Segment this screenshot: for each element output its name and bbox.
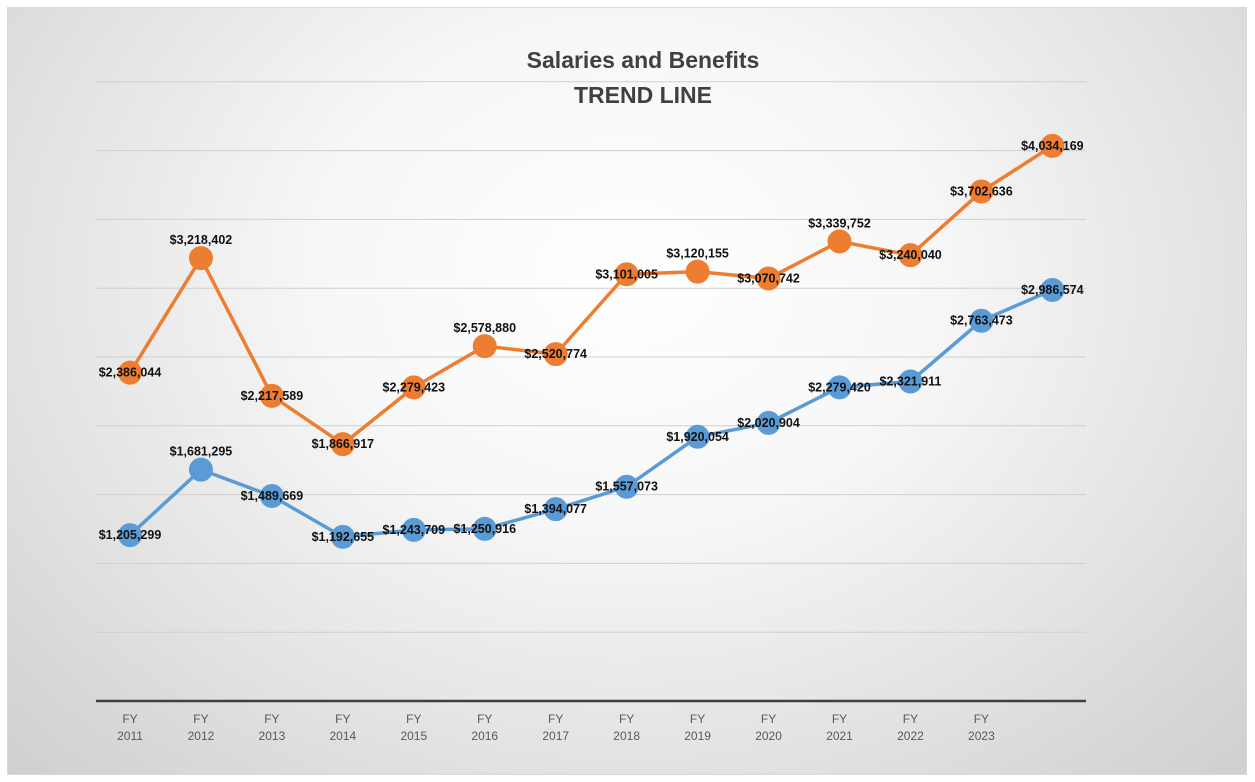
data-point — [472, 516, 497, 541]
data-point — [969, 308, 994, 333]
data-label: $1,489,669 — [241, 489, 304, 503]
x-tick-label: 2020 — [755, 729, 782, 743]
data-label: $1,192,655 — [312, 530, 375, 544]
data-point — [1040, 133, 1065, 158]
data-point — [969, 179, 994, 204]
data-point — [898, 243, 923, 268]
x-tick-label: FY — [122, 712, 137, 726]
data-label: $1,557,073 — [595, 480, 658, 494]
x-tick-label: 2012 — [188, 729, 215, 743]
data-point — [543, 497, 568, 522]
x-tick-label: FY — [335, 712, 350, 726]
data-labels: $2,386,044 $3,218,402 $2,217,589 $1,866,917… — [99, 139, 1084, 544]
x-tick-label: 2013 — [259, 729, 286, 743]
data-point — [1040, 278, 1065, 303]
data-point — [898, 369, 923, 394]
data-point — [472, 334, 497, 359]
data-label: $2,520,774 — [524, 347, 587, 361]
series-line — [128, 144, 1054, 446]
x-tick-label: FY — [903, 712, 918, 726]
x-tick-label: FY — [761, 712, 776, 726]
x-tick-label: FY — [477, 712, 492, 726]
data-label: $4,034,169 — [1021, 139, 1084, 153]
x-tick-label: FY — [619, 712, 634, 726]
data-point — [756, 410, 781, 435]
x-tick-label: FY — [974, 712, 989, 726]
data-label: $2,386,044 — [99, 366, 162, 380]
data-label: $2,578,880 — [453, 321, 516, 335]
data-point — [614, 262, 639, 287]
x-tick-label: 2018 — [613, 729, 640, 743]
chart-subtitle: TREND LINE — [574, 82, 712, 108]
data-label: $2,279,420 — [808, 380, 871, 394]
data-point — [330, 432, 355, 457]
x-tick-label: 2014 — [329, 729, 356, 743]
data-point — [827, 375, 852, 400]
data-label: $1,394,077 — [524, 502, 587, 516]
data-label: $3,070,742 — [737, 271, 800, 285]
series-1 — [118, 133, 1065, 457]
data-point — [259, 383, 284, 408]
data-label: $3,339,752 — [808, 216, 871, 230]
data-point — [685, 259, 710, 284]
data-label: $3,240,040 — [879, 248, 942, 262]
data-label: $3,101,005 — [595, 267, 658, 281]
data-label: $3,218,402 — [170, 233, 233, 247]
x-tick-label: FY — [832, 712, 847, 726]
data-label: $2,217,589 — [241, 389, 304, 403]
x-tick-label: 2019 — [684, 729, 711, 743]
x-tick-label: FY — [690, 712, 705, 726]
x-tick-label: 2023 — [968, 729, 995, 743]
series-2 — [118, 278, 1065, 549]
data-point — [118, 360, 142, 385]
x-tick-label: 2016 — [471, 729, 498, 743]
data-label: $1,920,054 — [666, 430, 729, 444]
data-point — [259, 484, 284, 509]
x-tick-label: 2015 — [400, 729, 427, 743]
data-label: $1,681,295 — [170, 445, 233, 459]
x-tick-label: 2021 — [826, 729, 853, 743]
data-label: $1,205,299 — [99, 528, 162, 542]
x-tick-label: FY — [548, 712, 563, 726]
x-tick-label: FY — [193, 712, 208, 726]
x-tick-label: FY — [264, 712, 279, 726]
data-point — [330, 524, 355, 549]
data-point — [188, 457, 213, 482]
data-point — [756, 266, 781, 291]
data-label: $2,763,473 — [950, 314, 1013, 328]
chart-title: Salaries and Benefits — [527, 47, 760, 73]
data-point — [614, 474, 639, 499]
data-point — [118, 523, 142, 548]
data-point — [401, 517, 426, 542]
data-point — [543, 342, 568, 367]
data-point — [401, 375, 426, 400]
data-label: $2,986,574 — [1021, 283, 1084, 297]
line-chart: Salaries and Benefits TREND LINE FY2011F… — [96, 47, 1086, 743]
x-axis: FY 2011 FY 2012 FY 2013 FY 2014 FY 2015 FY 2016 FY 20… — [96, 699, 1086, 743]
data-point — [188, 246, 213, 271]
x-tick-label: 2011 — [117, 729, 143, 743]
data-label: $1,250,916 — [453, 522, 516, 536]
data-label: $3,120,155 — [666, 247, 729, 261]
data-label: $3,702,636 — [950, 185, 1013, 199]
x-tick-label: 2017 — [542, 729, 569, 743]
data-point — [685, 424, 710, 449]
data-label: $1,866,917 — [312, 437, 375, 451]
data-label: $2,020,904 — [737, 416, 800, 430]
x-tick-label: FY — [406, 712, 421, 726]
data-label: $2,279,423 — [383, 380, 446, 394]
data-label: $2,321,911 — [880, 375, 942, 389]
data-label: $1,243,709 — [383, 523, 446, 537]
data-point — [827, 229, 852, 254]
series-group — [118, 133, 1065, 549]
chart-area: Salaries and Benefits TREND LINE FY 2011 F… — [7, 7, 1247, 775]
x-tick-label: 2022 — [897, 729, 924, 743]
